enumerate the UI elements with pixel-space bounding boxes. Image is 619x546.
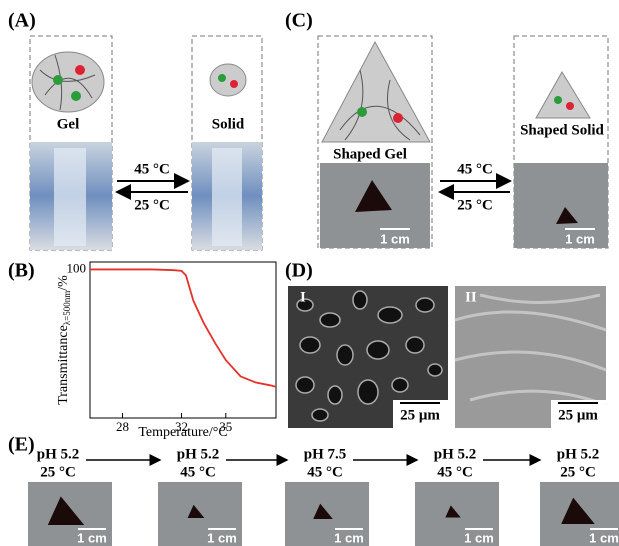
steps: pH 5.2 25 °C 1 cm pH 5.2 45 °C 1 cm pH 7.5 45 °… <box>28 446 619 546</box>
state-label: Gel <box>57 116 80 132</box>
temp-label: 25 °C <box>40 464 76 480</box>
scale-label: 1 cm <box>565 231 595 246</box>
y-tick-label: 100 <box>67 260 87 275</box>
scale-label: 25 μm <box>558 407 598 423</box>
y-label-text: Transmittance <box>56 325 71 405</box>
condition: 45 °C <box>134 161 170 177</box>
vial <box>212 148 242 246</box>
ph-label: pH 7.5 <box>304 446 347 462</box>
state-label: Shaped Solid <box>520 122 604 138</box>
ph-label: pH 5.2 <box>37 446 80 462</box>
micelle <box>554 96 562 104</box>
vial <box>54 148 86 246</box>
scale-label: 25 μm <box>400 407 440 423</box>
scale-label: 1 cm <box>77 530 107 545</box>
micelle <box>230 80 238 88</box>
scale-label: 1 cm <box>589 530 619 545</box>
y-axis-label: Transmittanceλ=500nm/% <box>56 275 72 405</box>
micelle <box>566 102 574 110</box>
state-label: Shaped Gel <box>333 146 407 162</box>
ph-label: pH 5.2 <box>557 446 600 462</box>
panel-label: (E) <box>8 434 35 456</box>
micelle <box>357 107 367 117</box>
micelle <box>53 75 63 85</box>
plot-frame <box>90 262 276 418</box>
scale-label: 1 cm <box>207 530 237 545</box>
condition: 45 °C <box>457 161 493 177</box>
scale-label: 1 cm <box>464 530 494 545</box>
condition: 25 °C <box>134 197 170 213</box>
panel-label: (A) <box>8 10 36 32</box>
shaped-solid <box>536 72 590 118</box>
condition: 25 °C <box>457 197 493 213</box>
ph-label: pH 5.2 <box>177 446 220 462</box>
solid-network <box>210 64 246 96</box>
micelle <box>71 91 81 101</box>
temp-label: 45 °C <box>307 464 343 480</box>
data-line <box>90 269 276 386</box>
x-tick-label: 35 <box>219 419 232 434</box>
micelle <box>218 74 226 82</box>
temp-label: 45 °C <box>180 464 216 480</box>
figure: (A) Gel 45 °C 25 °C Solid (C) Shaped Gel… <box>0 0 619 546</box>
panel-label: (C) <box>285 10 313 32</box>
panel-label: (B) <box>8 260 35 282</box>
temp-label: 25 °C <box>560 464 596 480</box>
shaped-gel <box>322 42 430 142</box>
x-tick-label: 28 <box>116 419 129 434</box>
y-label-unit: /% <box>56 275 71 291</box>
micelle <box>75 65 85 75</box>
image-label: II <box>465 289 477 305</box>
y-label-sub: λ=500nm <box>62 291 72 325</box>
scale-label: 1 cm <box>380 231 410 246</box>
scale-label: 1 cm <box>334 530 364 545</box>
panel-label: (D) <box>285 260 313 282</box>
ph-label: pH 5.2 <box>434 446 477 462</box>
x-tick-label: 32 <box>175 419 188 434</box>
state-label: Solid <box>212 116 245 132</box>
image-label: I <box>300 289 306 305</box>
micelle <box>393 113 403 123</box>
gel-network <box>32 52 104 112</box>
temp-label: 45 °C <box>437 464 473 480</box>
